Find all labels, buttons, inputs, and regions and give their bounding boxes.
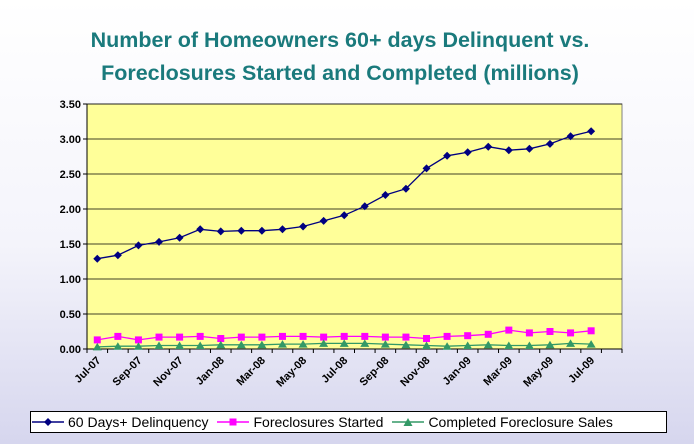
data-point [567,329,574,336]
data-point [176,334,183,341]
x-tick-label: May-08 [274,355,309,390]
x-tick-label: Mar-09 [481,355,515,389]
legend-label-foreclosures-started: Foreclosures Started [253,414,383,430]
data-point [94,336,101,343]
data-point [526,329,533,336]
x-tick-label: Nov-07 [151,355,185,389]
diamond-marker-icon [31,416,65,428]
legend-label-delinquency: 60 Days+ Delinquency [68,414,208,430]
triangle-marker-icon [391,416,425,428]
x-tick-label: Sep-07 [111,355,145,389]
chart-legend: 60 Days+ Delinquency Foreclosures Starte… [30,411,667,433]
legend-label-completed-sales: Completed Foreclosure Sales [428,414,612,430]
legend-item-delinquency: 60 Days+ Delinquency [31,414,208,430]
square-marker-icon [216,416,250,428]
y-tick-label: 3.00 [60,134,81,146]
data-point [156,334,163,341]
data-point [464,332,471,339]
data-point [444,333,451,340]
x-tick-label: Jan-09 [441,355,474,388]
data-point [279,333,286,340]
data-point [423,335,430,342]
data-point [546,328,553,335]
data-point [505,327,512,334]
data-point [258,334,265,341]
x-tick-label: Nov-08 [398,355,432,389]
y-axis: 0.00 0.50 1.00 1.50 2.00 2.50 3.00 3.50 [60,99,87,356]
y-tick-label: 3.50 [60,99,81,111]
data-point [402,334,409,341]
x-axis: Jul-07 Sep-07 Nov-07 Jan-08 Mar-08 May-08 Jul-… [72,349,622,389]
data-point [588,327,595,334]
y-tick-label: 0.50 [60,309,81,321]
y-tick-label: 2.50 [60,169,81,181]
data-point [341,333,348,340]
data-point [300,333,307,340]
y-tick-label: 1.50 [60,239,81,251]
legend-item-foreclosures-started: Foreclosures Started [216,414,383,430]
x-tick-label: Jul-07 [72,355,103,386]
data-point [197,333,204,340]
y-tick-label: 0.00 [60,344,81,356]
plot-area [87,104,622,349]
data-point [382,334,389,341]
x-tick-label: Sep-08 [357,355,391,389]
data-point [361,333,368,340]
y-tick-label: 2.00 [60,204,81,216]
legend-item-completed-sales: Completed Foreclosure Sales [391,414,612,430]
data-point [114,333,121,340]
x-tick-label: Jul-08 [319,355,350,386]
x-tick-label: Jan-08 [194,355,227,388]
data-point [238,334,245,341]
line-chart: 0.00 0.50 1.00 1.50 2.00 2.50 3.00 3.50 Jul-07 S… [0,0,694,410]
x-tick-label: Mar-08 [234,355,268,389]
x-tick-label: May-09 [521,355,556,390]
y-tick-label: 1.00 [60,274,81,286]
x-tick-label: Jul-09 [566,355,597,386]
data-point [485,331,492,338]
